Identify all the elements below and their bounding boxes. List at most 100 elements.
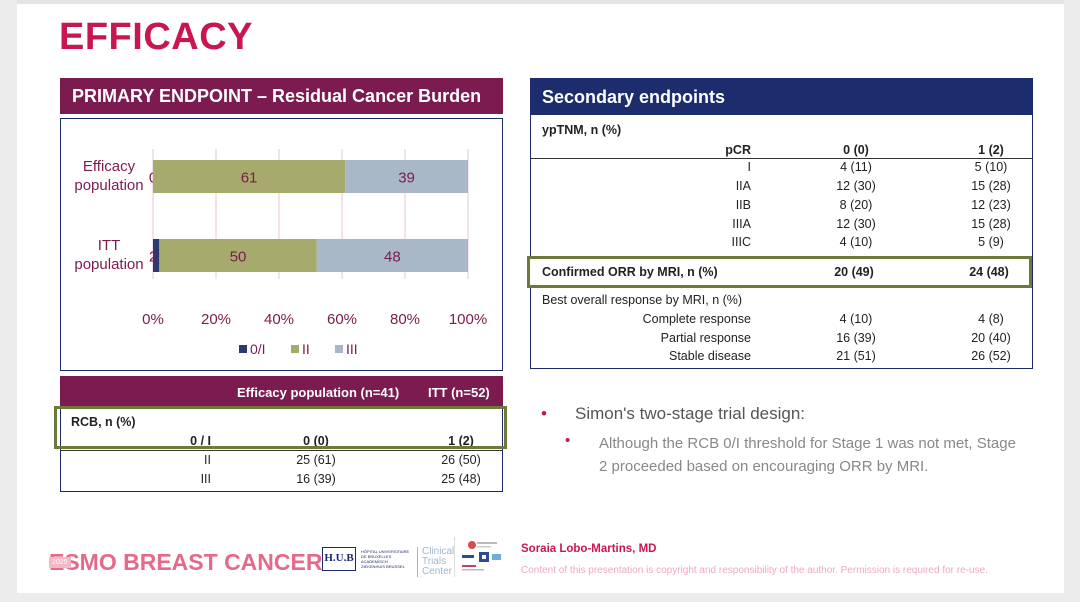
yptnm-separator: [531, 158, 1032, 159]
rcb-cell: 0 (0): [303, 434, 329, 448]
footer-brand: ESMO BREAST CANCER: [49, 549, 323, 575]
yptnm-cell: 12 (23): [971, 198, 1011, 212]
orr-highlight-box: Confirmed ORR by MRI, n (%) 20 (49) 24 (…: [527, 256, 1032, 288]
yptnm-row-label: I: [747, 160, 751, 174]
yptnm-cell: 0 (0): [843, 143, 869, 157]
x-tick-label: 100%: [449, 311, 487, 328]
ctc-line: Trials: [422, 556, 447, 567]
legend-label: III: [346, 341, 358, 357]
x-tick-label: 0%: [142, 311, 164, 328]
legend-swatch: [239, 345, 247, 353]
data-label: 50: [230, 249, 247, 266]
legend-label: II: [302, 341, 310, 357]
bullet-sub-text: Although the RCB 0/I threshold for Stage…: [599, 435, 1016, 475]
yptnm-cell: 5 (9): [978, 235, 1004, 249]
orr-label: Confirmed ORR by MRI, n (%): [542, 265, 718, 279]
data-label: 2: [149, 249, 157, 266]
page-title: EFFICACY: [59, 16, 253, 58]
x-tick-label: 20%: [201, 311, 231, 328]
best-cell: 4 (8): [978, 312, 1004, 326]
yptnm-cell: 15 (28): [971, 217, 1011, 231]
yptnm-cell: 15 (28): [971, 179, 1011, 193]
rcb-table: RCB, n (%) 0 / I 0 (0) 1 (2) II 25 (61) …: [54, 406, 507, 492]
bar-0-i: [153, 239, 160, 272]
best-cell: 21 (51): [836, 349, 876, 363]
top-rule: [17, 0, 1064, 4]
hub-logo: H.U.B: [322, 547, 356, 571]
best-cell: 26 (52): [971, 349, 1011, 363]
institute-logos: [454, 537, 506, 577]
secondary-endpoints-panel: Secondary endpoints ypTNM, n (%) pCR 0 (…: [527, 78, 1033, 369]
best-cell: 4 (10): [839, 312, 873, 326]
orr-cell: 20 (49): [834, 265, 874, 279]
best-row-label: Partial response: [660, 331, 751, 345]
rcb-cell: 26 (50): [441, 453, 481, 467]
category-label: population: [74, 177, 143, 194]
rcb-row-label-cell: 0 / I: [190, 434, 211, 448]
hub-logo-subtitle: HÔPITAL UNIVERSITAIRE DE BRUXELLES ACADE…: [361, 549, 410, 569]
rcb-row-label: RCB, n (%): [71, 415, 136, 429]
bullet-main-text: Simon's two-stage trial design:: [575, 404, 806, 423]
institute-logo-icon: [462, 541, 501, 571]
rcb-cell: 25 (61): [296, 453, 336, 467]
yptnm-row-label: IIB: [735, 198, 751, 212]
ctc-line: Clinical: [422, 546, 455, 557]
slide: EFFICACY PRIMARY ENDPOINT – Residual Can…: [17, 0, 1064, 593]
bullet-dot: •: [541, 404, 547, 423]
yptnm-row-label: IIIC: [731, 235, 751, 249]
category-label: Efficacy: [83, 158, 136, 175]
best-cell: 16 (39): [836, 331, 876, 345]
yptnm-label: ypTNM, n (%): [542, 123, 622, 137]
secondary-endpoints-header: Secondary endpoints: [531, 79, 1032, 115]
legend-swatch: [291, 345, 299, 353]
orr-cell: 24 (48): [969, 265, 1009, 279]
author-name: Soraia Lobo-Martins, MD: [521, 543, 657, 555]
data-label: 48: [384, 249, 401, 266]
rcb-cell: 1 (2): [448, 434, 474, 448]
yptnm-row-label: IIA: [735, 179, 751, 193]
bar-iii: [345, 160, 468, 193]
rcb-table-header: Efficacy population (n=41) ITT (n=52): [60, 376, 503, 406]
best-cell: 20 (40): [971, 331, 1011, 345]
rcb-cell: 25 (48): [441, 472, 481, 486]
bullet-dot: •: [565, 432, 571, 449]
ctc-line: Center: [422, 566, 453, 577]
yptnm-cell: 4 (10): [839, 235, 873, 249]
best-row-label: Stable disease: [668, 349, 751, 363]
rcb-col-itt: ITT (n=52): [428, 385, 490, 400]
yptnm-cell: 1 (2): [978, 143, 1004, 157]
yptnm-cell: 4 (11): [840, 160, 872, 174]
category-label: ITT: [98, 237, 121, 254]
x-tick-label: 40%: [264, 311, 294, 328]
copyright-notice: Content of this presentation is copyrigh…: [521, 565, 988, 576]
clinical-trials-center-logo: Clinical Trials Center: [417, 547, 454, 577]
yptnm-row-label: IIIA: [732, 217, 751, 231]
bar-iii: [316, 239, 468, 272]
rcb-chart: 0%20%40%60%80%100%06139Efficacypopulatio…: [60, 118, 503, 371]
bar-ii: [159, 239, 317, 272]
data-label: 61: [241, 170, 258, 187]
rcb-col-efficacy: Efficacy population (n=41): [237, 385, 400, 400]
yptnm-cell: 8 (20): [839, 198, 873, 212]
x-tick-label: 80%: [390, 311, 420, 328]
rcb-row-label-cell: III: [200, 472, 211, 486]
rcb-chart-svg: 0%20%40%60%80%100%06139Efficacypopulatio…: [74, 149, 487, 357]
data-label: 39: [398, 170, 415, 187]
footer-year-badge: 2025: [49, 557, 71, 568]
best-response-label: Best overall response by MRI, n (%): [542, 293, 743, 307]
primary-endpoint-header: PRIMARY ENDPOINT – Residual Cancer Burde…: [60, 78, 503, 114]
legend-swatch: [335, 345, 343, 353]
rcb-cell: 16 (39): [296, 472, 336, 486]
yptnm-cell: 5 (10): [974, 160, 1008, 174]
yptnm-cell: 12 (30): [836, 179, 876, 193]
yptnm-row-label: pCR: [725, 143, 751, 157]
x-tick-label: 60%: [327, 311, 357, 328]
rcb-row-label-cell: II: [204, 453, 211, 467]
legend-label: 0/I: [250, 341, 266, 357]
category-label: population: [74, 256, 143, 273]
rcb-separator: [61, 450, 502, 451]
best-row-label: Complete response: [642, 312, 751, 326]
rcb-highlight-box: [54, 406, 507, 449]
bar-ii: [153, 160, 346, 193]
yptnm-cell: 12 (30): [836, 217, 876, 231]
